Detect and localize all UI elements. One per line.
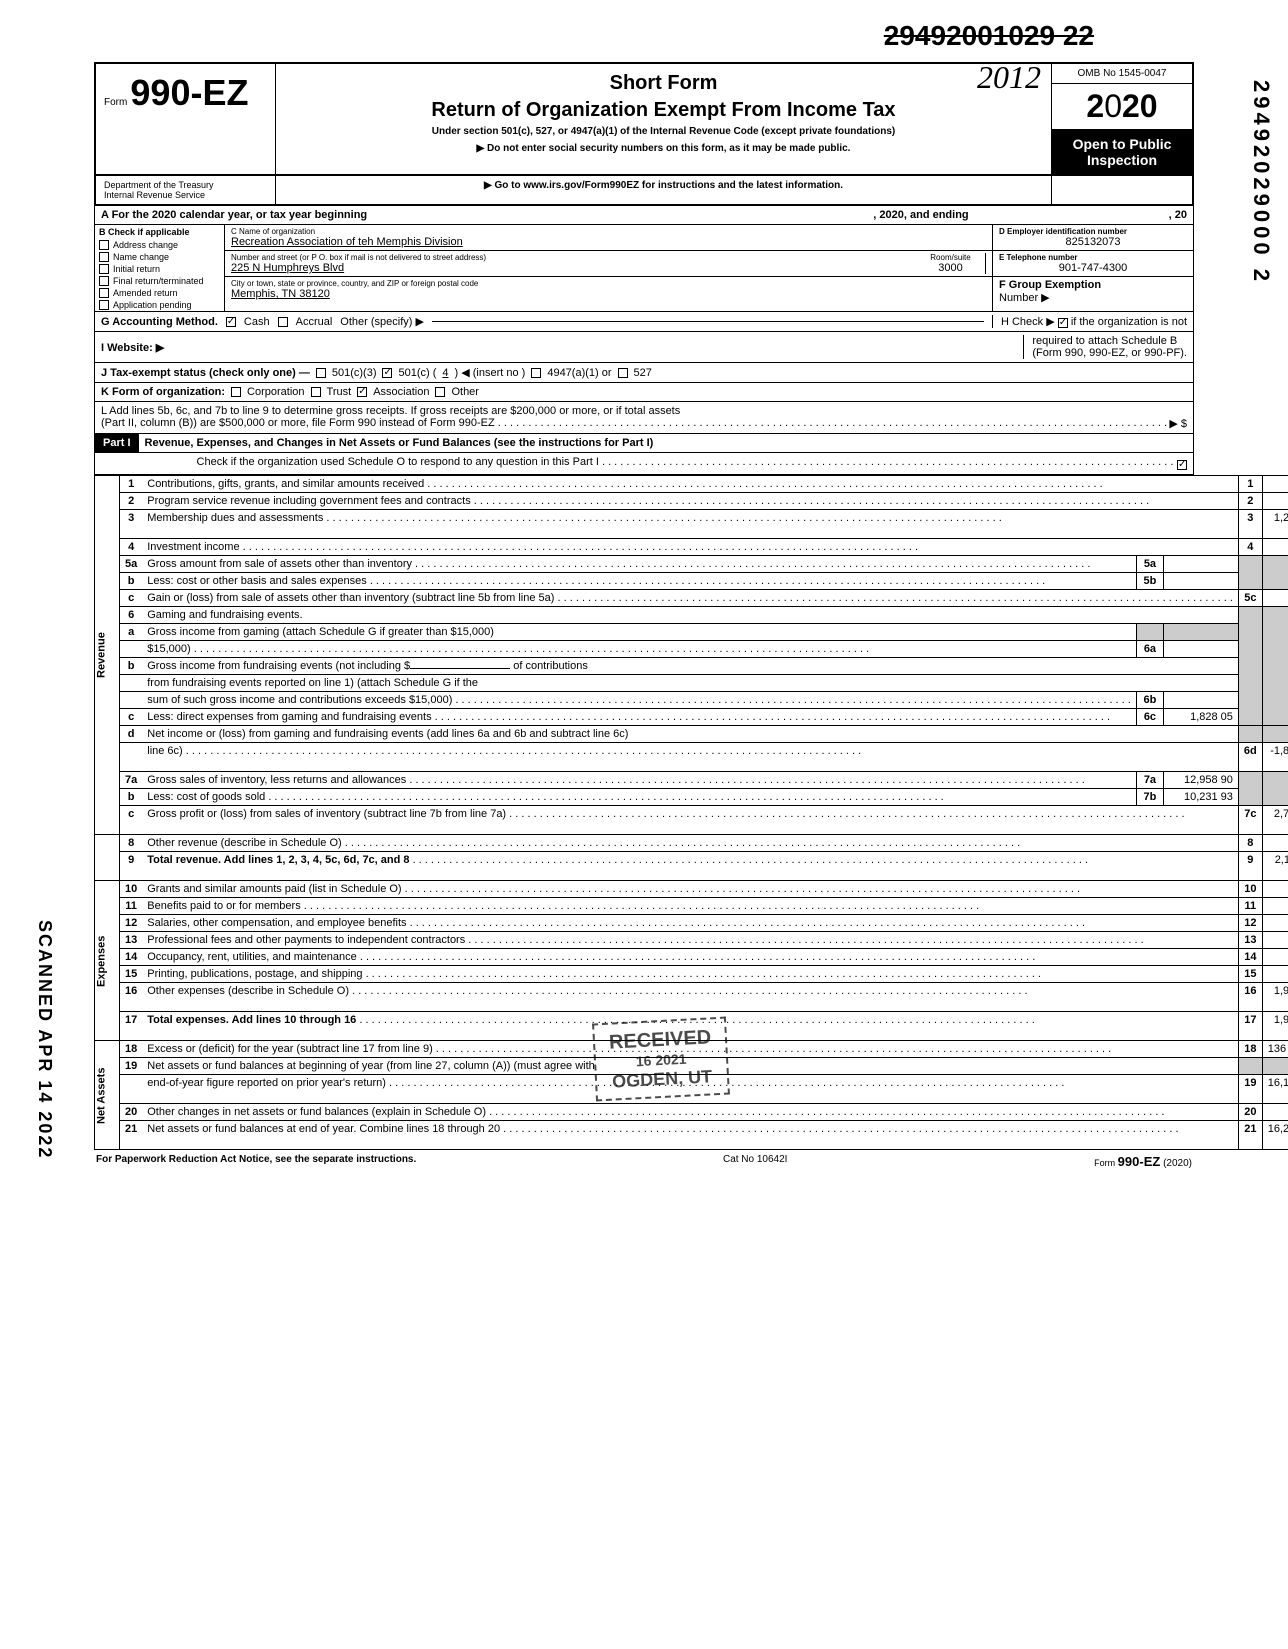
val-5a [1164, 556, 1239, 573]
val-6c: 1,828 05 [1164, 709, 1239, 726]
cb-initial-return[interactable] [99, 264, 109, 274]
form-number: 990-EZ [130, 72, 248, 113]
room: 3000 [916, 262, 985, 274]
city: Memphis, TN 38120 [231, 288, 986, 300]
phone: 901-747-4300 [999, 262, 1187, 274]
side-tracking: 29492029000 2 [1248, 80, 1274, 285]
cb-cash[interactable] [226, 317, 236, 327]
cb-address-change[interactable] [99, 240, 109, 250]
line-j: J Tax-exempt status (check only one) — 5… [94, 363, 1194, 383]
cb-assoc[interactable] [357, 387, 367, 397]
phone-label: E Telephone number [999, 253, 1187, 262]
line-k: K Form of organization: Corporation Trus… [94, 383, 1194, 402]
cb-schedule-o[interactable] [1177, 460, 1187, 470]
val-6d: -1,828 05 [1262, 743, 1288, 772]
val-16: 1,982 86 [1262, 983, 1288, 1012]
tracking-number: 29492001029 22 [94, 20, 1194, 52]
val-12 [1262, 915, 1288, 932]
cb-schedule-b[interactable] [1058, 318, 1068, 328]
val-5c [1262, 590, 1288, 607]
expenses-label: Expenses [95, 881, 120, 1041]
info-grid: B Check if applicable Address change Nam… [94, 225, 1194, 312]
val-7a: 12,958 90 [1164, 772, 1239, 789]
handwritten-year: 2012 [977, 59, 1041, 96]
val-8 [1262, 835, 1288, 852]
val-18: 136 06 [1262, 1041, 1288, 1058]
return-title: Return of Organization Exempt From Incom… [284, 99, 1043, 122]
ein-label: D Employer identification number [999, 227, 1187, 236]
val-15 [1262, 966, 1288, 983]
cb-other-org[interactable] [435, 387, 445, 397]
val-21: 16,294 63 [1262, 1121, 1288, 1150]
val-10 [1262, 881, 1288, 898]
cb-accrual[interactable] [278, 317, 288, 327]
footer: For Paperwork Reduction Act Notice, see … [94, 1150, 1194, 1173]
schedule-o-check: Check if the organization used Schedule … [94, 453, 1194, 475]
scanned-stamp: SCANNED APR 14 2022 [34, 920, 55, 1159]
tax-year: 20202020 [1052, 84, 1192, 130]
name-label: C Name of organization [231, 227, 986, 236]
short-form-label: Short Form [284, 72, 1043, 95]
val-6a [1164, 641, 1239, 658]
501c-number: 4 [442, 367, 448, 379]
cb-corp[interactable] [231, 387, 241, 397]
val-6b [1164, 692, 1239, 709]
val-13 [1262, 932, 1288, 949]
val-7c: 2,726 97 [1262, 806, 1288, 835]
val-14 [1262, 949, 1288, 966]
revenue-label: Revenue [95, 476, 120, 835]
section-b-header: B Check if applicable [95, 225, 224, 239]
form-header: Form 990-EZ 2012 Short Form Return of Or… [94, 62, 1194, 176]
ein: 825132073 [999, 236, 1187, 248]
cb-501c[interactable] [382, 368, 392, 378]
omb-number: OMB No 1545-0047 [1052, 64, 1192, 84]
line-a: A For the 2020 calendar year, or tax yea… [94, 206, 1194, 225]
department: Department of the Treasury Internal Reve… [96, 176, 276, 204]
group-exempt-number: Number ▶ [999, 291, 1187, 304]
cb-501c3[interactable] [316, 368, 326, 378]
val-7b: 10,231 93 [1164, 789, 1239, 806]
subtitle: Under section 501(c), 527, or 4947(a)(1)… [284, 126, 1043, 137]
cb-final-return[interactable] [99, 276, 109, 286]
part-1-header: Part I Revenue, Expenses, and Changes in… [94, 434, 1194, 453]
val-11 [1262, 898, 1288, 915]
val-1 [1262, 476, 1288, 493]
val-4 [1262, 539, 1288, 556]
val-9: 2,118 92 [1262, 852, 1288, 881]
line-l: L Add lines 5b, 6c, and 7b to line 9 to … [94, 402, 1194, 434]
line-g-h: G Accounting Method. Cash Accrual Other … [94, 312, 1194, 332]
val-5b [1164, 573, 1239, 590]
cb-4947[interactable] [531, 368, 541, 378]
cb-trust[interactable] [311, 387, 321, 397]
room-label: Room/suite [916, 253, 985, 262]
open-public: Open to Public Inspection [1052, 130, 1192, 174]
financial-table: Revenue 1 Contributions, gifts, grants, … [94, 475, 1288, 1150]
instruction-1: ▶ Do not enter social security numbers o… [284, 143, 1043, 154]
line-i: I Website: ▶ required to attach Schedule… [94, 332, 1194, 363]
net-assets-label: Net Assets [95, 1041, 120, 1150]
addr: 225 N Humphreys Blvd [231, 262, 916, 274]
form-prefix: Form [104, 97, 127, 108]
val-3: 1,220 00 [1262, 510, 1288, 539]
addr-label: Number and street (or P O. box if mail i… [231, 253, 916, 262]
city-label: City or town, state or province, country… [231, 279, 986, 288]
val-20 [1262, 1104, 1288, 1121]
val-2 [1262, 493, 1288, 510]
val-17: 1,982 86 [1262, 1012, 1288, 1041]
cb-527[interactable] [618, 368, 628, 378]
cb-pending[interactable] [99, 300, 109, 310]
goto-instruction: ▶ Go to www.irs.gov/Form990EZ for instru… [276, 176, 1052, 204]
group-exempt-label: F Group Exemption [999, 279, 1187, 291]
cb-name-change[interactable] [99, 252, 109, 262]
cb-amended[interactable] [99, 288, 109, 298]
org-name: Recreation Association of teh Memphis Di… [231, 236, 986, 248]
val-19: 16,158 57 [1262, 1075, 1288, 1104]
